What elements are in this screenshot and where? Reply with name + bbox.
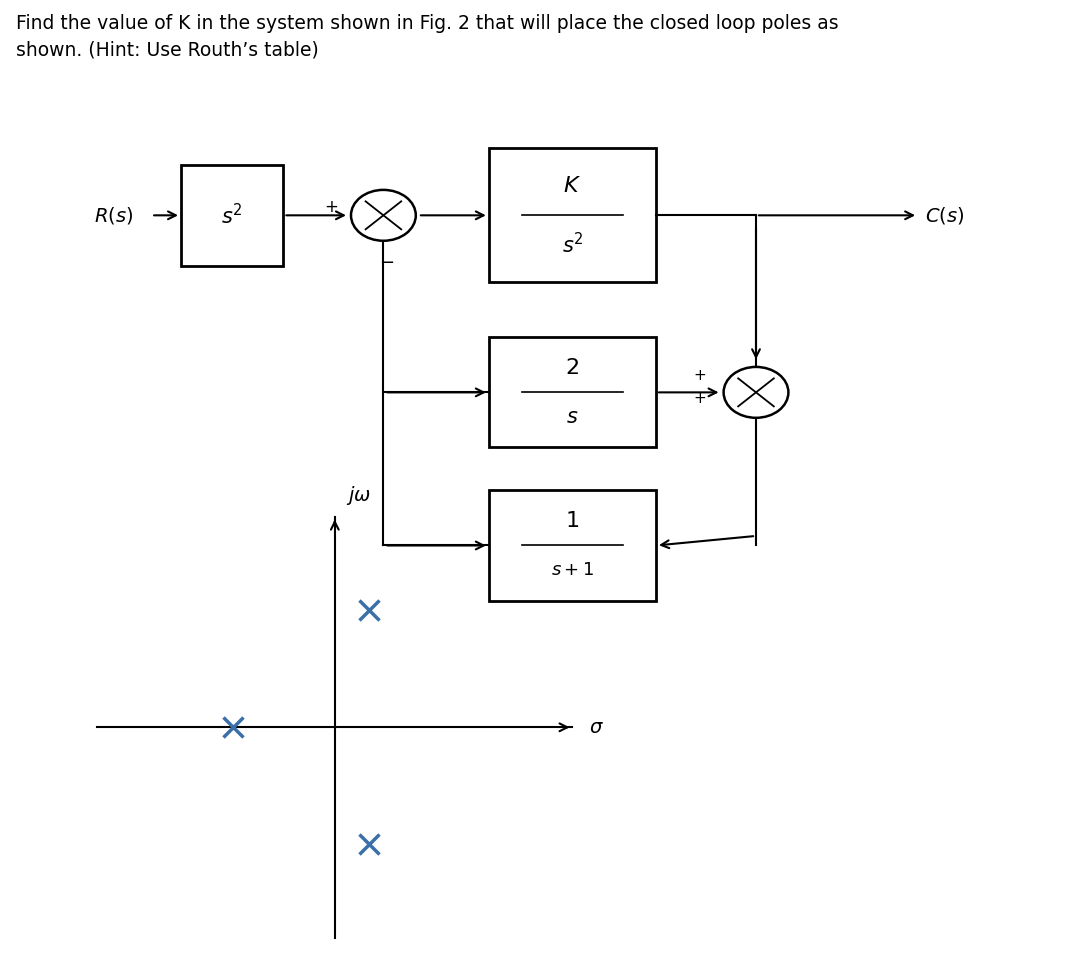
Text: $-$: $-$: [379, 253, 394, 270]
Bar: [488, 338, 657, 448]
Text: $s+1$: $s+1$: [551, 561, 594, 579]
Text: $C(s)$: $C(s)$: [926, 205, 964, 226]
Bar: [488, 490, 657, 601]
Text: $2$: $2$: [566, 358, 579, 378]
Text: +: +: [693, 390, 706, 406]
Text: +: +: [325, 198, 338, 215]
Bar: [488, 148, 657, 282]
Text: $j\omega$: $j\omega$: [346, 484, 370, 507]
Text: $\sigma$: $\sigma$: [589, 718, 604, 737]
Text: shown. (Hint: Use Routh’s table): shown. (Hint: Use Routh’s table): [16, 40, 319, 59]
Text: $1$: $1$: [565, 511, 580, 531]
Ellipse shape: [724, 367, 788, 418]
Text: $s^2$: $s^2$: [562, 233, 583, 257]
Text: $s$: $s$: [566, 407, 579, 427]
Text: $s^2$: $s^2$: [221, 203, 243, 228]
Text: +: +: [693, 367, 706, 383]
Text: Find the value of K in the system shown in Fig. 2 that will place the closed loo: Find the value of K in the system shown …: [16, 14, 839, 33]
Bar: [180, 165, 283, 265]
Text: $R(s)$: $R(s)$: [94, 205, 133, 226]
Text: $K$: $K$: [564, 176, 581, 196]
Ellipse shape: [351, 189, 416, 241]
